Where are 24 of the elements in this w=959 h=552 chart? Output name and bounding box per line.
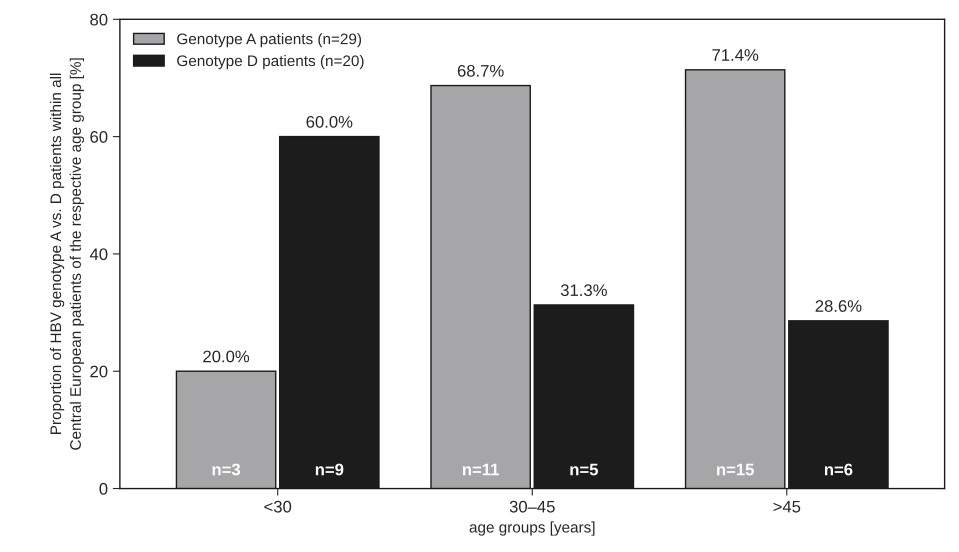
annotation: n=11 — [462, 464, 499, 476]
data-label: 71.4% — [712, 49, 758, 61]
y-tick-label: 60 — [90, 131, 108, 143]
data-label: 31.3% — [560, 284, 607, 296]
y-tick-label: 20 — [90, 366, 108, 378]
x-tick-label: 30–45 — [510, 500, 555, 513]
annotation: n=3 — [212, 464, 240, 476]
x-axis-title: age groups [years] — [470, 521, 594, 536]
data-label: 68.7% — [458, 64, 504, 77]
x-tick-label: <30 — [264, 500, 292, 513]
y-tick-label: 80 — [90, 14, 108, 26]
legend-label: Genotype A patients (n=29) — [177, 33, 362, 48]
x-tick-label: >45 — [773, 500, 800, 513]
annotation: n=5 — [570, 464, 598, 476]
annotation: n=6 — [824, 464, 852, 476]
y-axis-title: Proportion of HBV genotype A vs. D patients within all Central European patients of the respective age group [%] — [50, 58, 84, 450]
y-tick-label: 0 — [99, 482, 108, 495]
data-label: 20.0% — [203, 350, 250, 362]
annotation: n=9 — [316, 464, 344, 476]
data-label: 60.0% — [306, 116, 352, 128]
y-tick-label: 40 — [90, 248, 108, 260]
data-label: 28.6% — [816, 300, 862, 312]
annotation: n=15 — [717, 464, 754, 476]
legend-label: Genotype D patients (n=20) — [177, 54, 364, 70]
